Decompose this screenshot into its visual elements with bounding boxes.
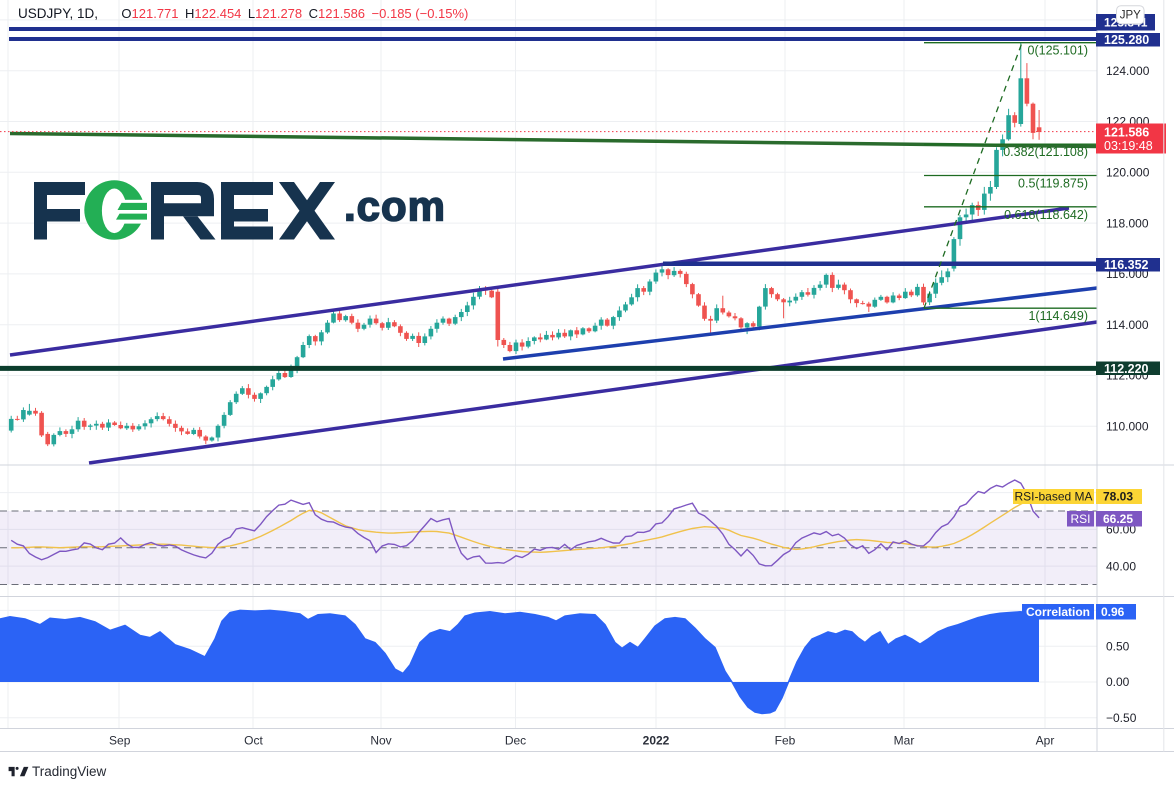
svg-text:TradingView: TradingView	[32, 764, 107, 779]
svg-text:0.618(118.642): 0.618(118.642)	[1004, 208, 1088, 222]
svg-text:Oct: Oct	[244, 734, 263, 748]
svg-text:O121.771 H122.454 L121.278 C12: O121.771 H122.454 L121.278 C121.586 −0.1…	[121, 6, 468, 21]
svg-text:Nov: Nov	[370, 734, 391, 748]
svg-text:0(125.101): 0(125.101)	[1028, 44, 1088, 58]
svg-text:116.352: 116.352	[1104, 258, 1149, 272]
svg-text:0.00: 0.00	[1106, 675, 1130, 689]
svg-text:124.000: 124.000	[1106, 64, 1150, 78]
svg-text:RSI: RSI	[1070, 512, 1090, 526]
svg-text:JPY: JPY	[1120, 10, 1141, 22]
svg-text:−0.50: −0.50	[1106, 711, 1137, 725]
svg-text:40.00: 40.00	[1106, 559, 1136, 573]
svg-text:0.5(119.875): 0.5(119.875)	[1018, 177, 1088, 191]
svg-text:Mar: Mar	[894, 734, 915, 748]
svg-text:0.96: 0.96	[1101, 605, 1125, 619]
svg-text:1(114.649): 1(114.649)	[1028, 309, 1088, 323]
svg-text:125.280: 125.280	[1104, 33, 1149, 47]
svg-text:114.000: 114.000	[1106, 318, 1149, 332]
svg-text:Sep: Sep	[109, 734, 131, 748]
svg-text:120.000: 120.000	[1106, 166, 1150, 180]
svg-text:0.50: 0.50	[1106, 639, 1130, 653]
svg-text:0.382(121.108): 0.382(121.108)	[1003, 145, 1088, 159]
svg-text:Apr: Apr	[1036, 734, 1055, 748]
svg-text:118.000: 118.000	[1106, 216, 1149, 230]
svg-text:66.25: 66.25	[1103, 512, 1133, 526]
svg-text:03:19:48: 03:19:48	[1104, 139, 1153, 153]
svg-text:112.220: 112.220	[1104, 362, 1149, 376]
svg-text:USDJPY, 1D,: USDJPY, 1D,	[18, 6, 98, 21]
svg-text:110.000: 110.000	[1106, 420, 1149, 434]
svg-text:RSI-based MA: RSI-based MA	[1014, 490, 1092, 504]
svg-text:.com: .com	[344, 183, 446, 230]
svg-text:121.586: 121.586	[1104, 126, 1149, 140]
svg-text:Feb: Feb	[775, 734, 796, 748]
svg-text:78.03: 78.03	[1103, 490, 1133, 504]
svg-text:Dec: Dec	[505, 734, 526, 748]
svg-text:2022: 2022	[643, 734, 670, 748]
svg-text:Correlation: Correlation	[1026, 605, 1090, 619]
